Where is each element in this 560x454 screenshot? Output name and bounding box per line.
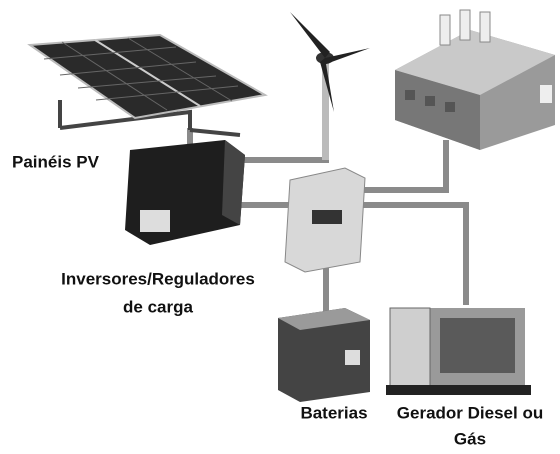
generator (386, 308, 531, 395)
solar-panel (30, 35, 265, 135)
inverters-label: de carga (123, 297, 193, 316)
generator-label: Gás (454, 429, 486, 448)
generator-label: Gerador Diesel ou (397, 403, 543, 422)
wind-turbine (290, 12, 370, 160)
batteries-label: Baterias (300, 403, 367, 422)
battery (278, 308, 370, 402)
generator-link (362, 205, 466, 305)
turbine-link (238, 95, 326, 160)
factory-link (362, 140, 446, 190)
panels-label: Painéis PV (12, 152, 100, 171)
charge-controller (285, 168, 365, 272)
diagram: Painéis PV Inversores/Reguladores de car… (0, 0, 560, 454)
inverters-label: Inversores/Reguladores (61, 269, 255, 288)
inverter (125, 140, 245, 245)
factory (395, 10, 555, 150)
